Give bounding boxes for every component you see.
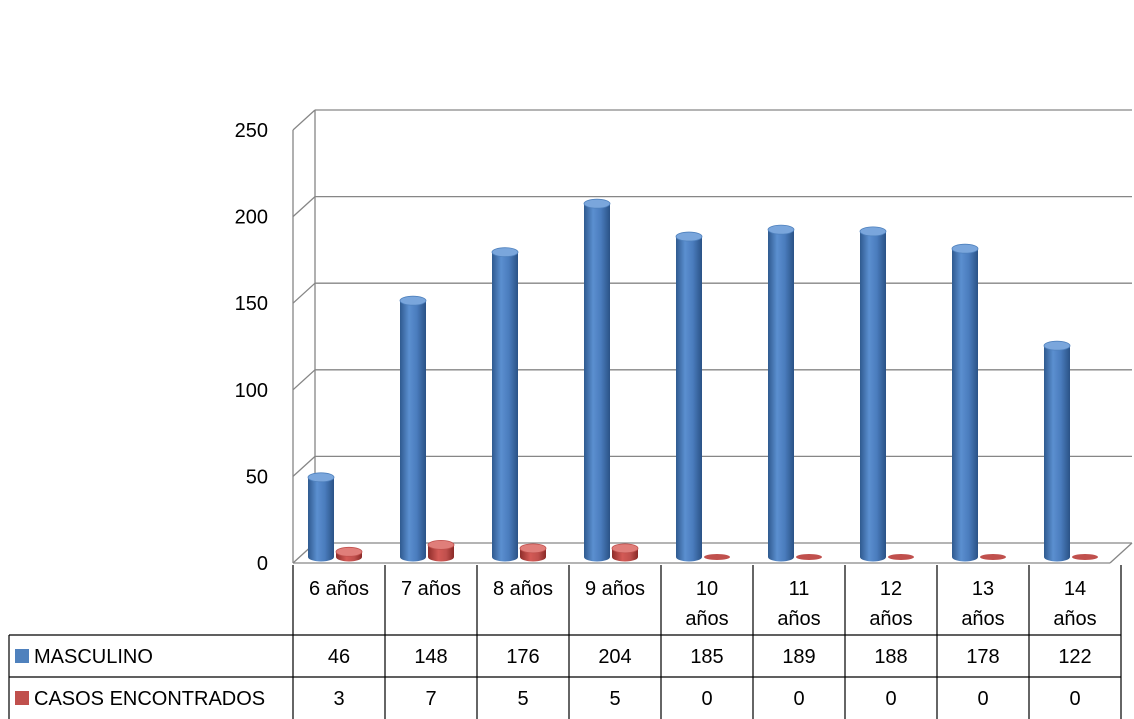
x-tick-label-8-line-0: 14 — [1064, 578, 1086, 600]
bar-masculino-2 — [491, 247, 519, 562]
bar-masculino-3 — [583, 198, 611, 562]
x-tick-label-7-line-1: años — [961, 608, 1004, 630]
bar-casos-3 — [611, 543, 639, 562]
bar-body — [400, 300, 426, 562]
data-label-1-3: 5 — [609, 688, 620, 710]
gridline-side-2 — [292, 369, 316, 391]
y-tick-label-1: 50 — [246, 466, 268, 488]
y-tick-label-4: 200 — [235, 207, 268, 229]
data-label-1-4: 0 — [701, 688, 712, 710]
y-tick-label-3: 150 — [235, 293, 268, 315]
data-label-0-3: 204 — [598, 646, 631, 668]
bar-masculino-0 — [307, 472, 335, 562]
data-label-1-8: 0 — [1069, 688, 1080, 710]
bar-casos-5 — [796, 554, 822, 560]
bar-top — [519, 543, 547, 554]
data-label-1-0: 3 — [333, 688, 344, 710]
gridline-side-5 — [292, 109, 316, 131]
bar-casos-8 — [1072, 554, 1098, 560]
data-label-0-7: 178 — [966, 646, 999, 668]
data-label-0-4: 185 — [690, 646, 723, 668]
bar-body — [860, 231, 886, 562]
x-tick-label-8-line-1: años — [1053, 608, 1096, 630]
legend-label-0: MASCULINO — [34, 646, 153, 668]
bar-base — [796, 554, 822, 560]
bar-base — [704, 554, 730, 560]
bar-masculino-5 — [767, 224, 795, 562]
bar-top — [335, 546, 363, 557]
bar-casos-4 — [704, 554, 730, 560]
bar-masculino-8 — [1043, 340, 1071, 562]
x-tick-label-7-line-0: 13 — [972, 578, 994, 600]
bar-casos-2 — [519, 543, 547, 562]
data-label-1-2: 5 — [517, 688, 528, 710]
data-label-1-6: 0 — [885, 688, 896, 710]
bar-base — [980, 554, 1006, 560]
bar-body — [952, 248, 978, 562]
data-label-0-8: 122 — [1058, 646, 1091, 668]
bar-body — [308, 477, 334, 562]
y-tick-label-0: 0 — [257, 553, 268, 575]
bar-top — [1043, 340, 1071, 351]
bar-masculino-7 — [951, 243, 979, 562]
y-tick-label-5: 250 — [235, 120, 268, 142]
bar-body — [1044, 345, 1070, 562]
legend-key-1 — [15, 691, 29, 705]
x-tick-label-0: 6 años — [309, 578, 369, 600]
data-label-0-5: 189 — [782, 646, 815, 668]
bar-top — [399, 295, 427, 306]
y-tick-label-2: 100 — [235, 380, 268, 402]
x-tick-label-6-line-0: 12 — [880, 578, 902, 600]
x-tick-label-6-line-1: años — [869, 608, 912, 630]
data-label-0-6: 188 — [874, 646, 907, 668]
data-label-0-0: 46 — [328, 646, 350, 668]
bar-body — [584, 203, 610, 562]
bar-casos-7 — [980, 554, 1006, 560]
bar-top — [307, 472, 335, 483]
bar-top — [491, 247, 519, 258]
x-tick-label-4-line-0: 10 — [696, 578, 718, 600]
bar-top — [583, 198, 611, 209]
bar-casos-0 — [335, 546, 363, 562]
x-tick-label-2: 8 años — [493, 578, 553, 600]
bar-casos-1 — [427, 539, 455, 562]
x-tick-label-5-line-0: 11 — [789, 578, 810, 600]
bar-body — [492, 252, 518, 562]
gridline-side-4 — [292, 196, 316, 218]
x-tick-label-3: 9 años — [585, 578, 645, 600]
bar-body — [768, 229, 795, 562]
bar-top — [675, 231, 703, 242]
bar-masculino-1 — [399, 295, 427, 562]
data-label-1-5: 0 — [793, 688, 804, 710]
bar-base — [1072, 554, 1098, 560]
data-label-1-7: 0 — [977, 688, 988, 710]
bar-top — [427, 539, 455, 550]
floor-right-edge — [1109, 542, 1133, 564]
bar-top — [767, 224, 795, 235]
bar-masculino-4 — [675, 231, 703, 562]
data-label-0-1: 148 — [414, 646, 447, 668]
x-tick-label-5-line-1: años — [777, 608, 820, 630]
bar-top — [611, 543, 639, 554]
data-label-0-2: 176 — [506, 646, 539, 668]
bar-casos-6 — [888, 554, 914, 560]
bar-masculino-6 — [859, 226, 887, 562]
bar-body — [676, 236, 702, 562]
legend-label-1: CASOS ENCONTRADOS — [34, 688, 265, 710]
bar-top — [951, 243, 979, 254]
y-axis: 0 50 100 150 200 250 — [235, 120, 268, 575]
gridline-side-1 — [292, 455, 316, 477]
bars — [307, 198, 1098, 562]
bar-base — [888, 554, 914, 560]
x-tick-label-1: 7 años — [401, 578, 461, 600]
bar-top — [859, 226, 887, 237]
data-table: 6 años 7 años 8 años 9 años 10 años 11 años 12 añ… — [8, 565, 1122, 719]
data-label-1-1: 7 — [425, 688, 436, 710]
legend-key-0 — [15, 649, 29, 663]
gridline-side-3 — [292, 282, 316, 304]
x-tick-label-4-line-1: años — [685, 608, 728, 630]
